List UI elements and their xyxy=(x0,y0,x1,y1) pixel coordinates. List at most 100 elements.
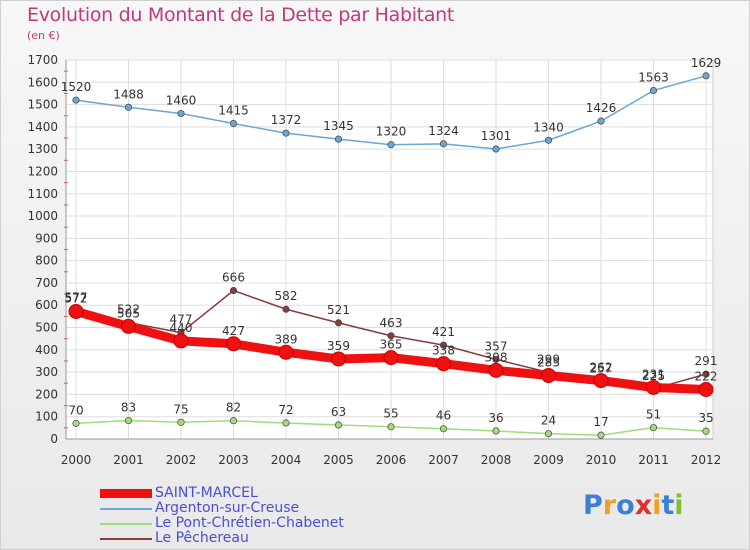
legend-label: SAINT-MARCEL xyxy=(155,485,258,501)
legend-swatch xyxy=(100,522,152,525)
data-label: 1426 xyxy=(586,101,617,115)
data-point xyxy=(72,419,80,427)
x-tick-label: 2002 xyxy=(166,453,197,467)
data-point xyxy=(68,303,84,319)
data-point xyxy=(229,417,238,425)
data-point xyxy=(597,117,605,125)
data-label: 24 xyxy=(541,414,556,428)
legend-swatch xyxy=(100,507,152,510)
data-label: 1324 xyxy=(428,124,459,138)
data-label: 222 xyxy=(695,370,718,384)
data-point xyxy=(492,145,500,153)
data-label: 1563 xyxy=(638,71,669,85)
data-point xyxy=(124,103,133,111)
legend-item: SAINT-MARCEL xyxy=(100,486,344,501)
data-point xyxy=(387,332,395,340)
data-point xyxy=(492,355,500,363)
data-point xyxy=(646,380,661,396)
y-tick-label: 100 xyxy=(35,410,58,424)
data-point xyxy=(387,141,395,149)
x-tick-label: 2003 xyxy=(218,453,249,467)
data-point xyxy=(439,341,448,349)
legend-swatch xyxy=(100,489,152,498)
y-tick-label: 0 xyxy=(50,432,58,446)
x-tick-label: 2006 xyxy=(376,453,407,467)
data-point xyxy=(488,362,504,378)
data-point xyxy=(702,72,710,80)
chart-title: Evolution du Montant de la Dette par Hab… xyxy=(27,4,455,26)
data-point xyxy=(492,427,500,435)
data-point xyxy=(282,129,290,137)
data-label: 299 xyxy=(537,352,560,366)
legend-label: Le Pont-Chrétien-Chabenet xyxy=(155,515,344,531)
data-label: 75 xyxy=(173,402,188,416)
x-tick-label: 2004 xyxy=(271,453,302,467)
data-label: 82 xyxy=(226,401,241,415)
legend-label: Le Pêchereau xyxy=(155,530,249,546)
data-point xyxy=(702,370,710,378)
data-label: 572 xyxy=(65,291,88,305)
data-label: 83 xyxy=(121,400,136,414)
data-label: 440 xyxy=(170,321,193,335)
data-label: 1340 xyxy=(533,120,564,134)
data-label: 521 xyxy=(327,303,350,317)
legend-item: Le Pont-Chrétien-Chabenet xyxy=(100,516,344,531)
y-tick-label: 600 xyxy=(35,298,58,312)
data-point xyxy=(593,373,609,389)
y-tick-label: 1100 xyxy=(27,187,58,201)
data-label: 1345 xyxy=(323,119,354,133)
data-label: 357 xyxy=(485,339,508,353)
x-tick-label: 2010 xyxy=(586,453,617,467)
data-label: 427 xyxy=(222,324,245,338)
proxiti-logo: Proxiti xyxy=(583,490,684,521)
data-point xyxy=(124,416,133,425)
data-point xyxy=(597,431,605,439)
x-tick-label: 2007 xyxy=(428,453,459,467)
data-point xyxy=(331,351,346,367)
data-label: 338 xyxy=(432,344,455,358)
data-label: 291 xyxy=(695,354,718,368)
data-point xyxy=(177,418,185,426)
data-label: 421 xyxy=(432,325,455,339)
data-point xyxy=(649,424,658,432)
data-label: 505 xyxy=(117,306,140,320)
data-point xyxy=(282,305,290,313)
data-label: 463 xyxy=(380,316,403,330)
data-label: 35 xyxy=(698,411,713,425)
data-point xyxy=(702,427,710,435)
data-label: 285 xyxy=(537,355,560,369)
data-point xyxy=(229,119,238,128)
data-point xyxy=(436,356,451,372)
chart-subtitle: (en €) xyxy=(27,29,60,42)
data-point xyxy=(544,430,553,438)
data-point xyxy=(541,367,556,383)
data-label: 36 xyxy=(488,411,503,425)
data-point xyxy=(229,286,238,295)
data-point xyxy=(334,135,343,143)
data-point xyxy=(177,109,185,118)
data-label: 55 xyxy=(383,407,398,421)
data-point xyxy=(121,318,136,334)
data-point xyxy=(334,421,343,429)
data-label: 389 xyxy=(275,332,298,346)
y-tick-label: 1600 xyxy=(27,75,58,89)
x-tick-label: 2001 xyxy=(113,453,144,467)
data-label: 666 xyxy=(222,271,245,285)
data-point xyxy=(334,319,343,327)
data-label: 1488 xyxy=(113,87,144,101)
legend-item: Le Pêchereau xyxy=(100,531,344,546)
data-label: 359 xyxy=(327,339,350,353)
data-point xyxy=(649,86,658,95)
data-label: 17 xyxy=(593,415,608,429)
y-tick-label: 1700 xyxy=(27,53,58,67)
y-tick-label: 1400 xyxy=(27,120,58,134)
data-point xyxy=(72,96,80,104)
data-label: 365 xyxy=(380,338,403,352)
data-label: 51 xyxy=(646,408,661,422)
y-tick-label: 1500 xyxy=(27,98,58,112)
legend-swatch xyxy=(100,537,152,540)
x-tick-label: 2011 xyxy=(638,453,669,467)
data-label: 582 xyxy=(275,289,298,303)
data-label: 308 xyxy=(485,350,508,364)
